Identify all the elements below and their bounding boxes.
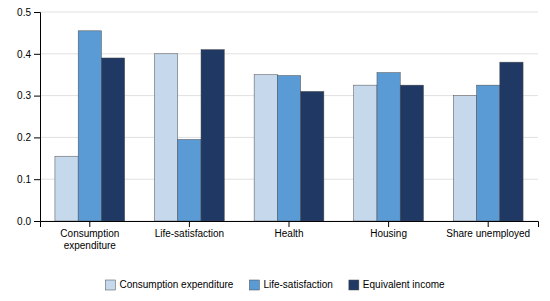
tick-label: 0.1 <box>17 174 31 185</box>
bar <box>453 96 476 221</box>
legend-swatch <box>249 280 259 290</box>
tick-label-line: Share unemployed <box>446 228 530 239</box>
tick-label-line: Housing <box>370 228 407 239</box>
tick-mark <box>34 54 40 55</box>
bar <box>277 76 300 221</box>
bar-series <box>78 31 500 221</box>
bar <box>377 73 400 221</box>
chart: 0.0 0.1 0.2 0.3 0.4 0.5 Consumptionexpenditure… <box>0 0 550 301</box>
bar-series <box>101 50 523 221</box>
tick-label: 0.2 <box>17 132 31 143</box>
grid-line <box>40 53 538 54</box>
grid <box>40 12 538 221</box>
bar <box>301 91 324 221</box>
bar <box>500 62 523 221</box>
y-tick: 0.4 <box>17 49 40 60</box>
y-tick: 0.1 <box>17 174 40 185</box>
x-tick: Health <box>275 221 304 239</box>
x-tick: Share unemployed <box>446 221 530 239</box>
bar <box>254 75 277 221</box>
bar <box>354 85 377 221</box>
axis-line <box>41 222 539 228</box>
tick-label: 0.3 <box>17 90 31 101</box>
y-tick: 0.0 <box>17 216 40 227</box>
legend-label: Life-satisfaction <box>263 279 332 290</box>
tick-label: 0.0 <box>17 216 31 227</box>
bar <box>400 85 423 221</box>
bar <box>101 58 124 221</box>
axis-line <box>34 13 41 222</box>
tick-label: Consumptionexpenditure <box>60 228 119 251</box>
tick-label-line: expenditure <box>64 240 117 251</box>
tick-mark <box>34 96 40 97</box>
tick-label: 0.5 <box>17 7 31 18</box>
x-tick: Housing <box>370 221 407 239</box>
tick-mark <box>34 221 40 222</box>
bar <box>155 54 178 221</box>
legend-entry: Consumption expenditure <box>105 279 233 290</box>
x-tick: Life-satisfaction <box>155 221 224 239</box>
bar-series <box>55 54 477 221</box>
bar <box>78 31 101 221</box>
bar <box>477 85 500 221</box>
bar <box>178 139 201 221</box>
tick-mark <box>289 221 290 227</box>
legend-entry: Equivalent income <box>349 279 445 290</box>
legend-swatch <box>105 280 115 290</box>
x-tick: Consumptionexpenditure <box>60 221 119 251</box>
legend: Consumption expenditure Life-satisfaction… <box>105 279 445 290</box>
tick-mark <box>34 179 40 180</box>
y-tick: 0.3 <box>17 90 40 101</box>
tick-label: 0.4 <box>17 49 31 60</box>
tick-label: Life-satisfaction <box>155 228 224 239</box>
tick-label-line: Health <box>275 228 304 239</box>
legend-label: Equivalent income <box>363 279 445 290</box>
y-tick: 0.5 <box>17 7 40 18</box>
y-axis: 0.0 0.1 0.2 0.3 0.4 0.5 <box>17 7 40 227</box>
legend-swatch <box>349 280 359 290</box>
grid-line <box>40 12 538 13</box>
tick-label: Health <box>275 228 304 239</box>
tick-mark <box>34 137 40 138</box>
tick-label: Share unemployed <box>446 228 530 239</box>
tick-mark <box>34 12 40 13</box>
legend-entry: Life-satisfaction <box>249 279 332 290</box>
legend-label: Consumption expenditure <box>119 279 233 290</box>
bar <box>201 50 224 221</box>
plot: 0.0 0.1 0.2 0.3 0.4 0.5 Consumptionexpenditure… <box>17 7 538 251</box>
tick-mark <box>89 221 90 227</box>
tick-mark <box>189 221 190 227</box>
tick-mark <box>388 221 389 227</box>
tick-label-line: Consumption <box>60 228 119 239</box>
y-tick: 0.2 <box>17 132 40 143</box>
tick-mark <box>488 221 489 227</box>
x-axis: Consumptionexpenditure Life-satisfaction H… <box>41 221 539 251</box>
tick-label-line: Life-satisfaction <box>155 228 224 239</box>
bars <box>55 31 523 221</box>
tick-label: Housing <box>370 228 407 239</box>
bar <box>55 156 78 221</box>
